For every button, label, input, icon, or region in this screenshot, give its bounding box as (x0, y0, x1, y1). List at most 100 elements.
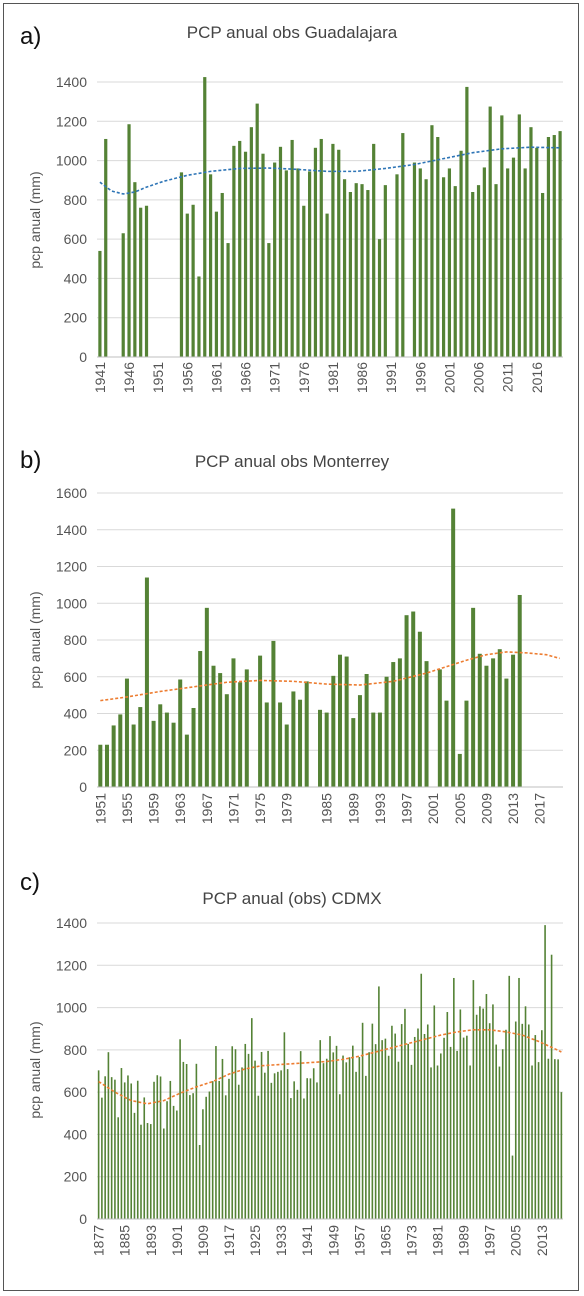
bar-1959 (203, 77, 207, 357)
bar-1971 (404, 1008, 406, 1219)
bar-2010 (500, 115, 504, 358)
bar-1889 (136, 1080, 139, 1219)
y-tick-label: 1200 (56, 113, 87, 129)
bar-1960 (368, 1052, 370, 1219)
bar-1970 (267, 243, 271, 357)
bar-2018 (557, 1059, 559, 1219)
bar-1955 (352, 1045, 354, 1219)
bar-2006 (476, 185, 481, 357)
bar-1989 (351, 718, 356, 787)
bar-1978 (313, 147, 318, 357)
bar-1973 (410, 1064, 413, 1219)
x-tick-label: 1901 (169, 1225, 185, 1256)
y-tick-label: 200 (64, 742, 88, 758)
y-axis-label: pcp anual (mm) (27, 591, 43, 688)
bar-1987 (456, 1050, 458, 1219)
x-tick-label: 1996 (412, 362, 428, 393)
x-tick-label: 1949 (325, 1225, 341, 1256)
bar-1951 (338, 1094, 341, 1219)
x-tick-label: 1967 (199, 793, 215, 824)
bar-1966 (387, 1055, 390, 1219)
bar-1998 (492, 1004, 494, 1219)
bar-1986 (453, 977, 455, 1219)
bar-1884 (120, 1068, 123, 1219)
bar-2020 (558, 131, 562, 357)
bar-1949 (332, 1052, 335, 1219)
bar-1923 (247, 1053, 250, 1219)
bar-1924 (250, 1018, 253, 1219)
y-tick-label: 200 (64, 310, 88, 326)
x-tick-label: 1985 (319, 793, 335, 824)
bar-1996 (418, 168, 422, 357)
bar-1894 (153, 1081, 155, 1219)
bar-2007 (482, 167, 486, 357)
bar-1969 (218, 673, 223, 787)
bar-1985 (449, 1046, 452, 1219)
bar-1999 (495, 1044, 497, 1219)
bar-1897 (163, 1128, 165, 1219)
y-tick-label: 800 (64, 1042, 88, 1058)
y-tick-label: 200 (64, 1169, 88, 1185)
y-tick-label: 800 (64, 632, 88, 648)
y-tick-label: 400 (64, 270, 88, 286)
y-tick-label: 1200 (56, 559, 87, 575)
bar-1877 (97, 1070, 100, 1219)
bar-1998 (411, 611, 416, 787)
bar-1948 (139, 207, 143, 357)
bar-1982 (337, 149, 341, 357)
bar-1928 (264, 1072, 266, 1219)
bar-1942 (309, 1078, 312, 1219)
x-tick-label: 1966 (238, 362, 254, 393)
bar-1976 (264, 702, 269, 787)
bar-1960 (158, 704, 163, 787)
x-tick-label: 2001 (441, 362, 457, 393)
bar-1955 (179, 172, 184, 357)
y-tick-label: 1400 (56, 915, 87, 931)
bar-1983 (443, 1037, 445, 1219)
bar-1908 (198, 1145, 201, 1219)
x-tick-label: 1877 (91, 1225, 107, 1256)
x-tick-label: 1946 (121, 362, 137, 393)
x-tick-label: 1957 (351, 1225, 367, 1256)
bar-1958 (144, 577, 149, 787)
bar-1958 (197, 276, 201, 357)
bar-2016 (535, 147, 539, 357)
bar-1984 (348, 192, 352, 357)
bar-1922 (244, 1043, 247, 1219)
chart-svg-cdmx: c) PCP anual (obs) CDMX pcp anual (mm) 0… (20, 869, 563, 1256)
bar-1962 (374, 1044, 377, 1219)
y-tick-label: 1400 (56, 74, 87, 90)
y-tick-label: 0 (79, 1211, 87, 1227)
bar-1945 (319, 1040, 322, 1219)
x-tick-label: 1893 (143, 1225, 159, 1256)
bar-1957 (138, 707, 143, 787)
bar-1985 (354, 183, 358, 357)
bar-1961 (371, 1023, 374, 1219)
bar-2002 (437, 669, 442, 787)
bar-1988 (459, 1009, 462, 1219)
bar-1893 (149, 1124, 152, 1219)
bar-1985 (324, 712, 329, 787)
bar-1946 (322, 1063, 325, 1219)
bar-2004 (511, 1155, 514, 1219)
bar-1944 (316, 1082, 318, 1219)
x-tick-label: 2006 (471, 362, 487, 393)
bar-2010 (531, 1065, 533, 1219)
bar-1997 (404, 615, 409, 787)
bar-1964 (232, 145, 236, 357)
bar-1947 (325, 1058, 328, 1219)
bar-1956 (185, 213, 189, 357)
bar-1953 (111, 725, 116, 787)
bar-2009 (484, 665, 489, 787)
x-tick-label: 1997 (482, 1225, 498, 1256)
bar-1977 (271, 640, 276, 787)
bar-2005 (457, 753, 462, 787)
bar-1987 (366, 190, 370, 357)
bar-1972 (407, 1043, 410, 1219)
bar-2013 (517, 114, 521, 358)
bar-2000 (441, 177, 446, 357)
bar-1919 (234, 1049, 237, 1219)
x-tick-label: 1986 (354, 362, 370, 393)
trend-line (99, 146, 561, 195)
bar-1971 (273, 162, 277, 357)
